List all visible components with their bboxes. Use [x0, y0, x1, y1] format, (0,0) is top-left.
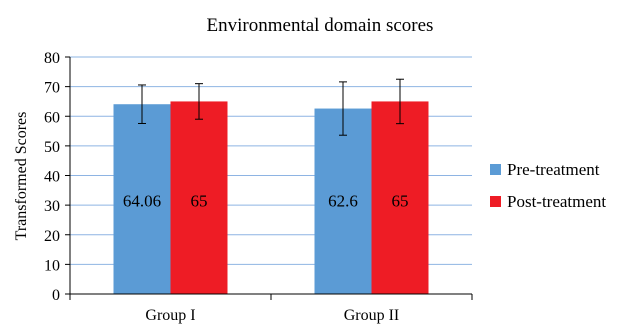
y-tick-label: 40: [44, 169, 60, 186]
y-axis-tick-labels: 0 10 20 30 40 50 60 70 80: [44, 50, 60, 304]
y-tick-label: 70: [44, 80, 60, 97]
bar: [113, 104, 171, 294]
data-label: 65: [392, 192, 409, 211]
data-labels: 64.06 65 62.6 65: [123, 192, 409, 211]
bar: [314, 108, 372, 294]
chart-title: Environmental domain scores: [207, 15, 434, 36]
legend-label: Post-treatment: [507, 192, 606, 211]
axes: [65, 56, 473, 300]
x-tick-label: Group I: [145, 307, 195, 324]
legend-swatch: [490, 196, 501, 207]
y-tick-label: 0: [52, 287, 60, 304]
x-axis-tick-labels: Group I Group II: [145, 307, 399, 324]
data-label: 64.06: [123, 192, 161, 211]
bar: [170, 101, 228, 294]
y-tick-label: 10: [44, 257, 60, 274]
data-label: 62.6: [328, 192, 358, 211]
error-bars: [138, 78, 404, 136]
bar: [371, 101, 429, 294]
y-tick-label: 60: [44, 109, 60, 126]
x-tick-label: Group II: [344, 307, 400, 324]
y-tick-label: 30: [44, 198, 60, 215]
data-label: 65: [191, 192, 208, 211]
y-axis-label: Transformed Scores: [13, 112, 30, 241]
y-tick-label: 20: [44, 228, 60, 245]
legend: Pre-treatment Post-treatment: [490, 160, 606, 211]
bars: [113, 101, 429, 294]
y-tick-label: 80: [44, 50, 60, 67]
legend-label: Pre-treatment: [507, 160, 600, 179]
legend-swatch: [490, 164, 501, 175]
y-tick-label: 50: [44, 139, 60, 156]
